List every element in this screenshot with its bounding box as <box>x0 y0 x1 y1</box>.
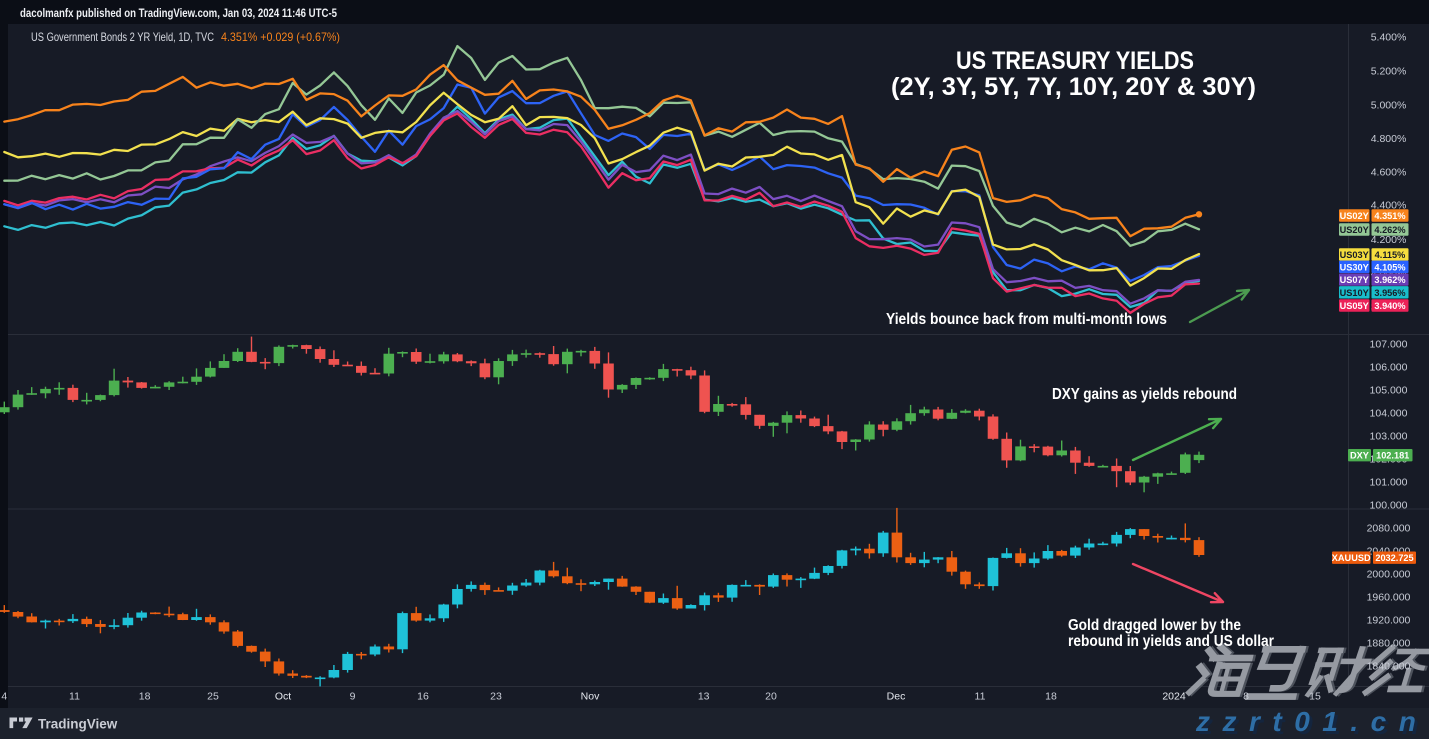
svg-text:4: 4 <box>1 691 7 703</box>
svg-text:4.105%: 4.105% <box>1374 262 1405 272</box>
svg-text:103.000: 103.000 <box>1370 431 1408 443</box>
svg-text:rebound in yields and US dolla: rebound in yields and US dollar <box>1068 633 1274 650</box>
svg-text:DXY: DXY <box>1350 451 1369 461</box>
svg-text:2080.000: 2080.000 <box>1367 523 1411 535</box>
svg-text:US07Y: US07Y <box>1340 275 1369 285</box>
svg-text:101.000: 101.000 <box>1370 477 1408 489</box>
svg-text:4.600%: 4.600% <box>1371 167 1407 179</box>
svg-text:23: 23 <box>490 691 502 703</box>
svg-text:20: 20 <box>765 691 777 703</box>
svg-text:13: 13 <box>698 691 710 703</box>
svg-text:US30Y: US30Y <box>1340 262 1369 272</box>
svg-text:zzrt01.cn: zzrt01.cn <box>1198 709 1429 739</box>
svg-text:8: 8 <box>1243 691 1249 703</box>
svg-text:100.000: 100.000 <box>1370 500 1408 512</box>
svg-text:Yields bounce back from multi-: Yields bounce back from multi-month lows <box>886 311 1167 328</box>
svg-text:zzrt01.cn: zzrt01.cn <box>1195 706 1428 737</box>
svg-text:4.200%: 4.200% <box>1371 234 1407 246</box>
svg-text:1880.000: 1880.000 <box>1367 638 1411 650</box>
svg-text:4.115%: 4.115% <box>1375 250 1406 260</box>
svg-text:5.000%: 5.000% <box>1371 100 1407 112</box>
svg-text:TradingView: TradingView <box>38 717 118 732</box>
svg-text:4.400%: 4.400% <box>1371 200 1407 212</box>
svg-text:3.956%: 3.956% <box>1374 288 1405 298</box>
svg-text:4.351%: 4.351% <box>1374 211 1405 221</box>
svg-text:US20Y: US20Y <box>1340 225 1369 235</box>
svg-text:2024: 2024 <box>1162 691 1186 703</box>
svg-text:16: 16 <box>417 691 429 703</box>
svg-text:104.000: 104.000 <box>1370 408 1408 420</box>
svg-text:dacolmanfx published on Tradin: dacolmanfx published on TradingView.com,… <box>20 8 338 20</box>
svg-text:DXY gains as yields rebound: DXY gains as yields rebound <box>1052 386 1237 403</box>
svg-text:18: 18 <box>139 691 151 703</box>
svg-text:2000.000: 2000.000 <box>1367 569 1411 581</box>
svg-text:4.800%: 4.800% <box>1371 133 1407 145</box>
svg-text:XAUUSD: XAUUSD <box>1332 553 1371 563</box>
svg-text:1920.000: 1920.000 <box>1367 615 1411 627</box>
svg-text:3.940%: 3.940% <box>1374 301 1405 311</box>
svg-text:5.400%: 5.400% <box>1371 32 1407 44</box>
svg-text:Gold dragged lower by the: Gold dragged lower by the <box>1068 617 1241 634</box>
svg-text:1960.000: 1960.000 <box>1367 592 1411 604</box>
svg-text:11: 11 <box>69 691 80 703</box>
svg-text:5.200%: 5.200% <box>1371 66 1407 78</box>
svg-text:Dec: Dec <box>887 691 906 703</box>
svg-text:2032.725: 2032.725 <box>1375 553 1413 563</box>
svg-text:US TREASURY YIELDS: US TREASURY YIELDS <box>956 47 1194 75</box>
svg-text:102.181: 102.181 <box>1376 451 1409 461</box>
svg-text:106.000: 106.000 <box>1370 362 1408 374</box>
svg-text:4.351% +0.029 (+0.67%): 4.351% +0.029 (+0.67%) <box>221 30 340 44</box>
svg-text:4.262%: 4.262% <box>1374 225 1405 235</box>
svg-text:Oct: Oct <box>275 691 291 703</box>
svg-text:105.000: 105.000 <box>1370 385 1408 397</box>
svg-text:Nov: Nov <box>581 691 600 703</box>
svg-text:1840.000: 1840.000 <box>1367 661 1411 673</box>
svg-text:US02Y: US02Y <box>1340 211 1369 221</box>
svg-text:US05Y: US05Y <box>1340 301 1369 311</box>
svg-text:3.962%: 3.962% <box>1374 275 1405 285</box>
svg-text:107.000: 107.000 <box>1370 339 1408 351</box>
svg-text:25: 25 <box>207 691 219 703</box>
svg-text:9: 9 <box>350 691 356 703</box>
svg-text:18: 18 <box>1045 691 1057 703</box>
svg-text:(2Y, 3Y, 5Y, 7Y, 10Y, 20Y & 30: (2Y, 3Y, 5Y, 7Y, 10Y, 20Y & 30Y) <box>891 73 1256 101</box>
svg-text:US10Y: US10Y <box>1340 288 1369 298</box>
svg-text:US03Y: US03Y <box>1340 250 1369 260</box>
svg-text:US Government Bonds 2 YR Yield: US Government Bonds 2 YR Yield, 1D, TVC <box>31 30 214 44</box>
svg-text:15: 15 <box>1309 691 1321 703</box>
svg-text:11: 11 <box>975 691 986 703</box>
